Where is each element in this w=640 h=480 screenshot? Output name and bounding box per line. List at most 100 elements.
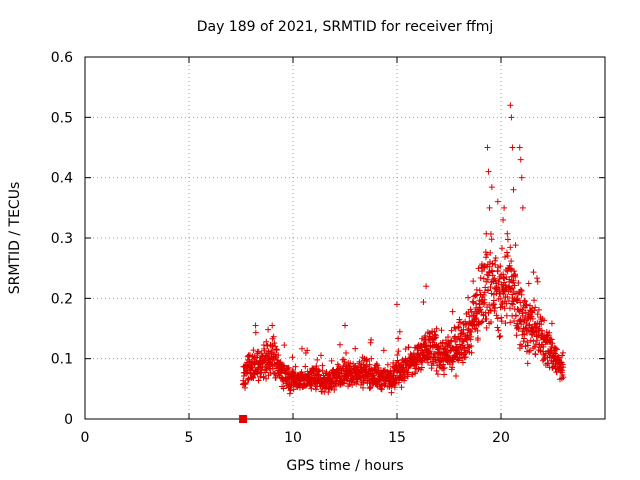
data-point (553, 369, 560, 376)
data-point (533, 275, 540, 282)
data-point (368, 355, 375, 362)
data-point (529, 327, 536, 334)
data-point (492, 277, 499, 284)
data-point (506, 305, 513, 312)
data-point (498, 318, 505, 325)
data-point (387, 367, 394, 374)
data-point (405, 344, 412, 351)
data-point (460, 329, 467, 336)
data-point (559, 349, 566, 356)
data-point (273, 346, 280, 353)
data-point (251, 355, 258, 362)
data-point (457, 319, 464, 326)
data-point (522, 325, 529, 332)
data-point (434, 371, 441, 378)
data-point (292, 363, 299, 370)
data-point (560, 374, 567, 381)
data-point (299, 345, 306, 352)
data-point (494, 315, 501, 322)
data-point (364, 357, 371, 364)
data-point-spike (510, 186, 517, 193)
data-point (480, 312, 487, 319)
y-tick-label: 0.5 (51, 110, 73, 126)
data-point (432, 334, 439, 341)
data-point (285, 364, 292, 371)
data-point (497, 263, 504, 270)
data-point-spike (342, 322, 348, 329)
data-point (458, 355, 465, 362)
data-point-spike (252, 322, 259, 329)
data-point (524, 342, 531, 349)
data-point (325, 389, 332, 396)
data-point (534, 311, 541, 318)
data-point (263, 375, 270, 382)
y-tick-label: 0.3 (51, 231, 73, 247)
data-point (468, 342, 475, 349)
data-point (468, 329, 475, 336)
data-point (302, 363, 309, 370)
data-point (494, 324, 501, 331)
data-point (381, 382, 388, 389)
data-point (277, 359, 284, 366)
data-point (515, 279, 522, 286)
data-point (484, 276, 491, 283)
data-point (489, 260, 496, 267)
data-point (526, 348, 533, 355)
data-point (513, 332, 520, 339)
data-point (242, 381, 249, 388)
data-point (473, 300, 480, 307)
data-point (296, 384, 303, 391)
data-point (398, 384, 405, 391)
data-point (467, 306, 474, 313)
data-point (487, 249, 494, 256)
data-point (378, 381, 385, 388)
data-point (438, 327, 445, 334)
data-point (530, 269, 537, 276)
data-point (463, 321, 470, 328)
data-point (479, 268, 486, 275)
data-point (442, 337, 449, 344)
data-point (271, 340, 278, 347)
data-point (524, 316, 531, 323)
data-point (263, 338, 270, 345)
data-point (255, 348, 262, 355)
data-point (452, 372, 459, 379)
data-point (302, 349, 309, 356)
data-point (395, 335, 402, 342)
x-axis-label: GPS time / hours (286, 458, 403, 474)
x-tick-label: 10 (284, 430, 302, 446)
data-point (455, 323, 462, 330)
data-point (500, 291, 507, 298)
data-point (540, 343, 547, 350)
data-point (449, 308, 456, 315)
data-point (495, 327, 502, 334)
data-point (507, 319, 514, 326)
data-point (439, 340, 446, 347)
data-point (242, 384, 249, 391)
data-point (487, 230, 494, 237)
data-point (483, 324, 490, 331)
data-point (502, 320, 509, 327)
data-point (538, 327, 545, 334)
data-point (468, 349, 475, 356)
data-point (492, 304, 499, 311)
data-point (472, 292, 479, 299)
data-point (459, 331, 466, 338)
data-point (456, 324, 463, 331)
data-point (341, 358, 348, 365)
data-point (492, 255, 499, 262)
data-point (462, 354, 469, 361)
data-point (511, 282, 518, 289)
data-point (401, 374, 408, 381)
y-tick-label: 0.2 (51, 291, 73, 307)
data-point (511, 268, 518, 275)
data-point (541, 317, 548, 324)
data-point (373, 361, 380, 368)
data-point (535, 306, 542, 313)
data-point (418, 358, 425, 365)
data-point (488, 236, 495, 243)
data-point (448, 327, 455, 334)
data-point (462, 318, 469, 325)
data-point-spike (486, 204, 493, 211)
